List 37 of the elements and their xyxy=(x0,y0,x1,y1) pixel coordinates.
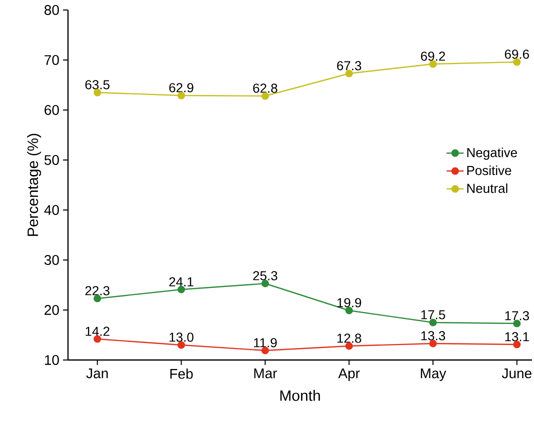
data-label: 13.1 xyxy=(505,332,529,342)
y-tick-label: 60 xyxy=(44,105,59,115)
data-label: 17.5 xyxy=(421,310,446,320)
y-tick-label: 50 xyxy=(44,155,59,165)
y-tick-label: 80 xyxy=(44,5,59,15)
x-axis-title: Month xyxy=(280,390,320,401)
data-label: 25.3 xyxy=(253,271,278,280)
data-label: 62.9 xyxy=(169,83,194,92)
data-label: 62.8 xyxy=(253,84,278,93)
x-tick-label: Apr xyxy=(338,368,360,382)
y-axis-title: Percentage (%) xyxy=(27,134,42,236)
data-label: 19.9 xyxy=(337,298,362,308)
y-tick-label: 10 xyxy=(44,355,59,365)
data-label: 13.0 xyxy=(170,332,194,342)
x-tick-label: May xyxy=(420,368,446,382)
y-tick-label: 30 xyxy=(44,255,59,265)
data-label: 11.9 xyxy=(254,338,277,348)
data-label: 14.2 xyxy=(86,326,110,336)
legend-label: Negative xyxy=(467,148,517,160)
data-label: 69.2 xyxy=(421,52,445,61)
legend-label: Neutral xyxy=(467,183,508,193)
data-label: 24.1 xyxy=(169,277,194,286)
data-label: 17.3 xyxy=(505,311,529,320)
y-tick-label: 70 xyxy=(44,55,59,65)
x-tick-label: Feb xyxy=(170,368,193,379)
x-tick-label: Jan xyxy=(86,368,108,378)
x-tick-label: Mar xyxy=(254,368,278,378)
data-label: 67.3 xyxy=(337,61,362,70)
data-label: 22.3 xyxy=(85,286,110,296)
data-label: 69.6 xyxy=(504,50,529,59)
legend-label: Positive xyxy=(467,166,512,176)
x-tick-label: June xyxy=(502,368,532,378)
data-label: 12.8 xyxy=(337,334,362,343)
y-tick-label: 20 xyxy=(44,305,59,315)
y-tick-label: 40 xyxy=(44,205,59,215)
data-label: 13.3 xyxy=(421,331,446,340)
data-label: 63.5 xyxy=(85,80,110,90)
